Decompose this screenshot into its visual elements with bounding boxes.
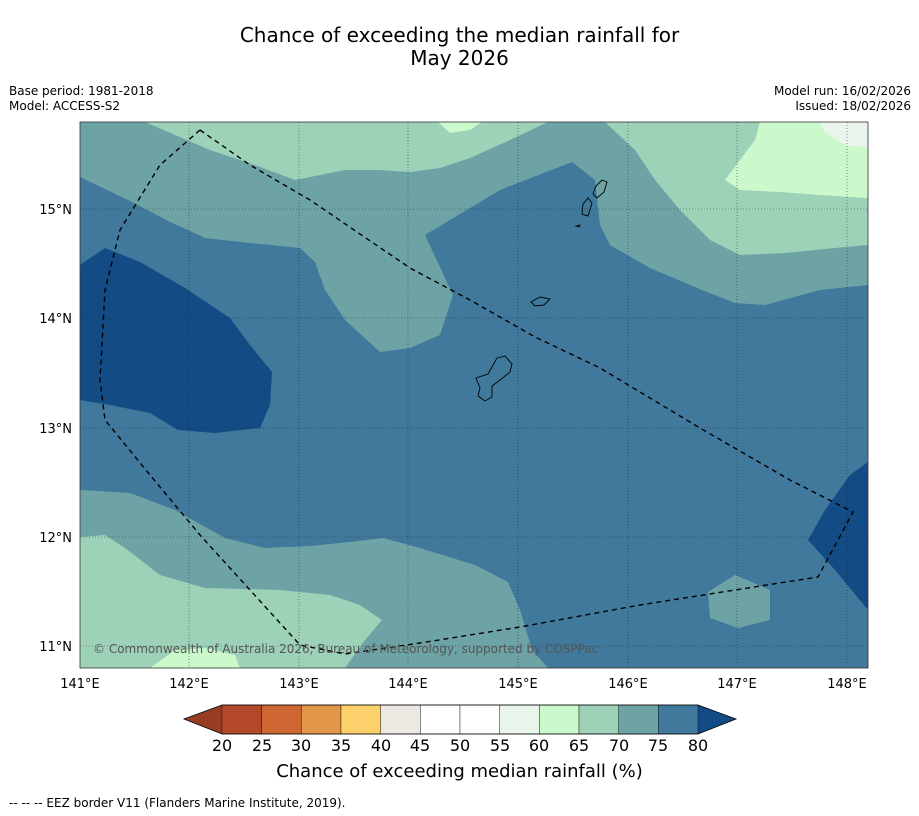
colorbar-tick-label: 60	[529, 736, 549, 755]
colorbar-tick-label: 20	[212, 736, 232, 755]
region-65-70-southwest	[80, 535, 382, 668]
lat-label: 15°N	[39, 203, 72, 218]
lat-label: 12°N	[39, 531, 72, 546]
map-figure: © Commonwealth of Australia 2026, Bureau…	[39, 121, 869, 755]
colorbar-title: Chance of exceeding median rainfall (%)	[276, 761, 643, 782]
colorbar-tick-labels: 20 25 30 35 40 45 50 55 60 65 70 75 80	[212, 736, 708, 755]
issued-date: Issued: 18/02/2026	[795, 99, 911, 113]
colorbar-tick-label: 70	[609, 736, 629, 755]
region-60-65-south	[150, 648, 240, 668]
colorbar-cell	[499, 704, 540, 735]
lon-label: 141°E	[60, 677, 100, 692]
island-saipan	[592, 179, 608, 199]
colorbar-outline	[182, 704, 738, 735]
region-above-80-east	[808, 462, 868, 610]
colorbar-cells	[221, 704, 699, 735]
region-65-70-north	[145, 122, 868, 255]
lon-label: 145°E	[498, 677, 538, 692]
region-60-65-northeast	[725, 122, 868, 198]
colorbar: 20 25 30 35 40 45 50 55 60 65 70 75 80	[182, 704, 738, 755]
eez-border	[99, 129, 854, 655]
map-frame	[79, 121, 869, 669]
colorbar-tick-label: 50	[450, 736, 470, 755]
colorbar-cell	[578, 704, 619, 735]
island-tinian	[581, 197, 593, 217]
region-above-80-west	[80, 248, 272, 433]
region-60-65-north	[438, 122, 482, 133]
colorbar-tick-label: 80	[688, 736, 708, 755]
colorbar-tick-label: 25	[252, 736, 272, 755]
copyright-notice: © Commonwealth of Australia 2026, Bureau…	[93, 642, 598, 656]
longitude-labels: 141°E 142°E 143°E 144°E 145°E 146°E 147°…	[60, 677, 867, 692]
lat-label: 11°N	[39, 640, 72, 655]
colorbar-cell	[618, 704, 659, 735]
lat-label: 13°N	[39, 422, 72, 437]
graticule	[80, 122, 868, 668]
meta-left: Base period: 1981-2018 Model: ACCESS-S2	[9, 84, 154, 114]
island-aguijan	[574, 224, 581, 228]
colorbar-tick-label: 45	[410, 736, 430, 755]
meta-right: Model run: 16/02/2026 Issued: 18/02/2026	[774, 84, 911, 114]
colorbar-under-arrow	[184, 705, 222, 734]
lat-label: 14°N	[39, 312, 72, 327]
colorbar-cell	[459, 704, 500, 735]
lon-label: 144°E	[388, 677, 428, 692]
base-period: Base period: 1981-2018	[9, 84, 154, 98]
model-run: Model run: 16/02/2026	[773, 84, 911, 98]
region-55-60-northeast	[820, 122, 868, 148]
colorbar-cell	[658, 704, 699, 735]
colorbar-cell	[340, 704, 381, 735]
colorbar-tick-label: 40	[371, 736, 391, 755]
lon-label: 142°E	[169, 677, 209, 692]
contour-fields	[80, 122, 868, 668]
colorbar-cell	[301, 704, 342, 735]
colorbar-cell	[261, 704, 302, 735]
colorbar-tick-label: 75	[648, 736, 668, 755]
colorbar-cell	[539, 704, 580, 735]
colorbar-tick-label: 35	[331, 736, 351, 755]
lon-label: 143°E	[279, 677, 319, 692]
model-name: Model: ACCESS-S2	[9, 99, 121, 113]
lon-label: 147°E	[717, 677, 757, 692]
lon-label: 148°E	[827, 677, 867, 692]
island-rota	[530, 296, 551, 307]
colorbar-cell	[420, 704, 461, 735]
colorbar-cell	[380, 704, 421, 735]
region-70-75-southeast	[708, 575, 770, 628]
islands	[475, 179, 608, 402]
colorbar-tick-label: 55	[490, 736, 510, 755]
latitude-labels: 15°N 14°N 13°N 12°N 11°N	[39, 203, 72, 655]
colorbar-cell	[221, 704, 262, 735]
lon-label: 146°E	[608, 677, 648, 692]
island-guam	[475, 355, 513, 402]
map-title-line2: May 2026	[410, 46, 509, 70]
colorbar-tick-label: 65	[569, 736, 589, 755]
colorbar-tick-label: 30	[291, 736, 311, 755]
map-title-line1: Chance of exceeding the median rainfall …	[239, 23, 680, 47]
eez-footnote: -- -- -- EEZ border V11 (Flanders Marine…	[9, 796, 346, 810]
colorbar-over-arrow	[698, 705, 736, 734]
